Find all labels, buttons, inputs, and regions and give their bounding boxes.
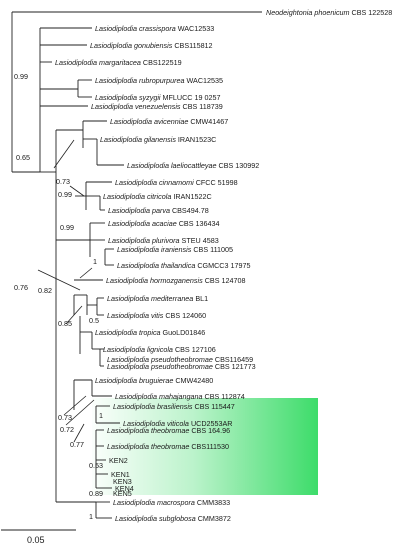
taxon-label: Lasiodiplodia avicenniae CMW41467 bbox=[110, 117, 228, 126]
taxon-label: Lasiodiplodia gonubiensis CBS115812 bbox=[90, 41, 213, 50]
support-arrow bbox=[37, 269, 81, 291]
taxon-label: Lasiodiplodia mediterranea BL1 bbox=[107, 294, 208, 303]
support-arrow bbox=[79, 267, 93, 279]
scale-bar: 0.05 bbox=[1, 529, 76, 545]
taxon-label: Lasiodiplodia gilanensis IRAN1523C bbox=[100, 135, 216, 144]
support-arrow bbox=[65, 399, 95, 426]
support-arrow bbox=[73, 423, 85, 443]
taxon-labels: Neodeightonia phoenicum CBS 122528 Lasio… bbox=[55, 8, 392, 523]
support-value: 0.76 bbox=[14, 283, 28, 292]
taxon-label: Lasiodiplodia cinnamomi CFCC 51998 bbox=[115, 178, 238, 187]
support-arrow bbox=[65, 305, 83, 325]
taxon-label: Lasiodiplodia acaciae CBS 136434 bbox=[108, 219, 220, 228]
taxon-label: Lasiodiplodia subglobosa CMM3872 bbox=[115, 514, 231, 523]
taxon-label: KEN2 bbox=[109, 456, 128, 465]
support-arrows bbox=[37, 139, 95, 443]
support-value: 0.77 bbox=[70, 440, 84, 449]
taxon-label: Lasiodiplodia margaritacea CBS122519 bbox=[55, 58, 182, 67]
support-value: 1 bbox=[93, 257, 97, 266]
taxon-label: Lasiodiplodia pseudotheobromae CBS 12177… bbox=[107, 362, 256, 371]
support-value: 0.99 bbox=[60, 223, 74, 232]
support-value: 0.73 bbox=[58, 413, 72, 422]
taxon-label: Lasiodiplodia theobromae CBS 164.96 bbox=[107, 426, 230, 435]
taxon-label: Neodeightonia phoenicum CBS 122528 bbox=[266, 8, 392, 17]
support-value: 1 bbox=[89, 512, 93, 521]
taxon-label: Lasiodiplodia hormozganensis CBS 124708 bbox=[106, 276, 245, 285]
support-value: 0.72 bbox=[60, 425, 74, 434]
taxon-label: Lasiodiplodia macrospora CMM3833 bbox=[113, 498, 230, 507]
taxon-label: Lasiodiplodia rubropurpurea WAC12535 bbox=[95, 76, 223, 85]
support-value: 0.82 bbox=[38, 286, 52, 295]
tree-branches bbox=[11, 11, 262, 519]
support-value: 1 bbox=[99, 411, 103, 420]
taxon-label: KEN5 bbox=[113, 489, 132, 498]
taxon-label: Lasiodiplodia theobromae CBS111530 bbox=[107, 442, 229, 451]
taxon-label: Lasiodiplodia laeliocattleyae CBS 130992 bbox=[127, 161, 259, 170]
support-value: 0.53 bbox=[89, 461, 103, 470]
support-arrow bbox=[53, 139, 75, 169]
scale-bar-label: 0.05 bbox=[27, 535, 45, 545]
support-value: 0.99 bbox=[14, 72, 28, 81]
taxon-label: Lasiodiplodia vitis CBS 124060 bbox=[107, 311, 206, 320]
support-value: 0.89 bbox=[89, 489, 103, 498]
support-arrow bbox=[69, 185, 85, 197]
support-arrow bbox=[63, 395, 87, 416]
taxon-label: KEN3 bbox=[113, 477, 132, 486]
highlight-box-theobromae-clade bbox=[92, 398, 318, 495]
taxon-label: Lasiodiplodia tropica GuoLD01846 bbox=[95, 328, 205, 337]
taxon-label: KEN4 bbox=[115, 484, 134, 493]
taxon-label: KEN1 bbox=[111, 470, 130, 479]
taxon-label: Lasiodiplodia venezuelensis CBS 118739 bbox=[91, 102, 223, 111]
taxon-label: Lasiodiplodia iraniensis CBS 111005 bbox=[117, 245, 233, 254]
taxon-label: Lasiodiplodia plurivora STEU 4583 bbox=[108, 236, 219, 245]
taxon-label: Lasiodiplodia bruguierae CMW42480 bbox=[95, 376, 213, 385]
support-value: 0.65 bbox=[16, 153, 30, 162]
taxon-label: Lasiodiplodia syzygii MFLUCC 19 0257 bbox=[95, 93, 220, 102]
taxon-label: Lasiodiplodia thailandica CGMCC3 17975 bbox=[117, 261, 250, 270]
taxon-label: Lasiodiplodia mahajangana CBS 112874 bbox=[115, 392, 245, 401]
taxon-label: Lasiodiplodia viticola UCD2553AR bbox=[123, 419, 232, 428]
support-value: 0.85 bbox=[58, 319, 72, 328]
taxon-label: Lasiodiplodia pseudotheobromae CBS116459 bbox=[107, 355, 253, 364]
taxon-label: Lasiodiplodia parva CBS494.78 bbox=[108, 206, 209, 215]
taxon-label: Lasiodiplodia citricola IRAN1522C bbox=[103, 192, 212, 201]
taxon-label: Lasiodiplodia lignicola CBS 127106 bbox=[103, 345, 216, 354]
support-value: 0.5 bbox=[89, 316, 99, 325]
taxon-label: Lasiodiplodia brasiliensis CBS 115447 bbox=[113, 402, 235, 411]
taxon-label: Lasiodiplodia crassispora WAC12533 bbox=[95, 24, 214, 33]
support-value: 0.73 bbox=[56, 177, 70, 186]
support-value: 0.99 bbox=[58, 190, 72, 199]
support-values: 0.99 0.65 0.73 0.99 0.99 1 0.76 0.82 0.8… bbox=[14, 72, 103, 521]
